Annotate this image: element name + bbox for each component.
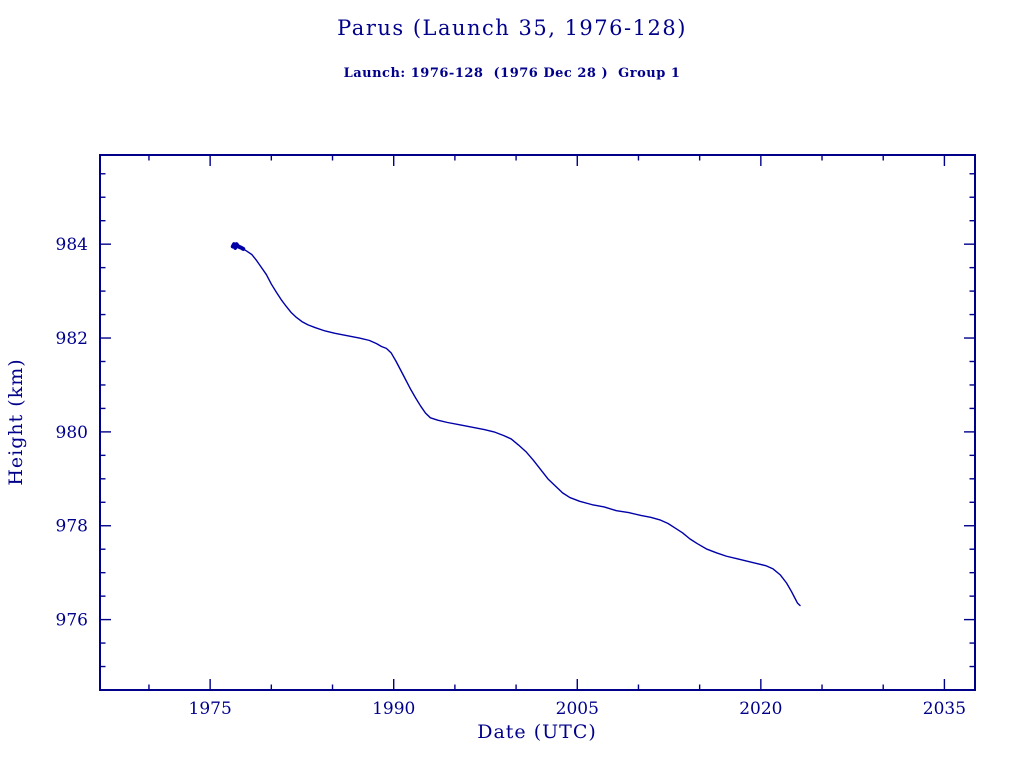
plot-generated-content: 1975 1990 2005 2020 2035 976 978 980 982 984: [56, 154, 976, 719]
svg-text:1975: 1975: [189, 699, 232, 719]
x-axis-label: Date (UTC): [477, 721, 597, 743]
svg-text:984: 984: [56, 235, 88, 255]
chart-subtitle: Launch: 1976-128 (1976 Dec 28 ) Group 1: [343, 66, 681, 81]
svg-text:976: 976: [56, 611, 88, 631]
y-axis-label: Height (km): [5, 358, 27, 485]
chart-title: Parus (Launch 35, 1976-128): [337, 16, 687, 40]
svg-text:1990: 1990: [372, 699, 415, 719]
svg-text:980: 980: [56, 423, 88, 443]
svg-text:978: 978: [56, 517, 88, 537]
svg-text:2035: 2035: [923, 699, 966, 719]
svg-text:2005: 2005: [556, 699, 599, 719]
svg-text:982: 982: [56, 329, 88, 349]
svg-text:2020: 2020: [739, 699, 782, 719]
